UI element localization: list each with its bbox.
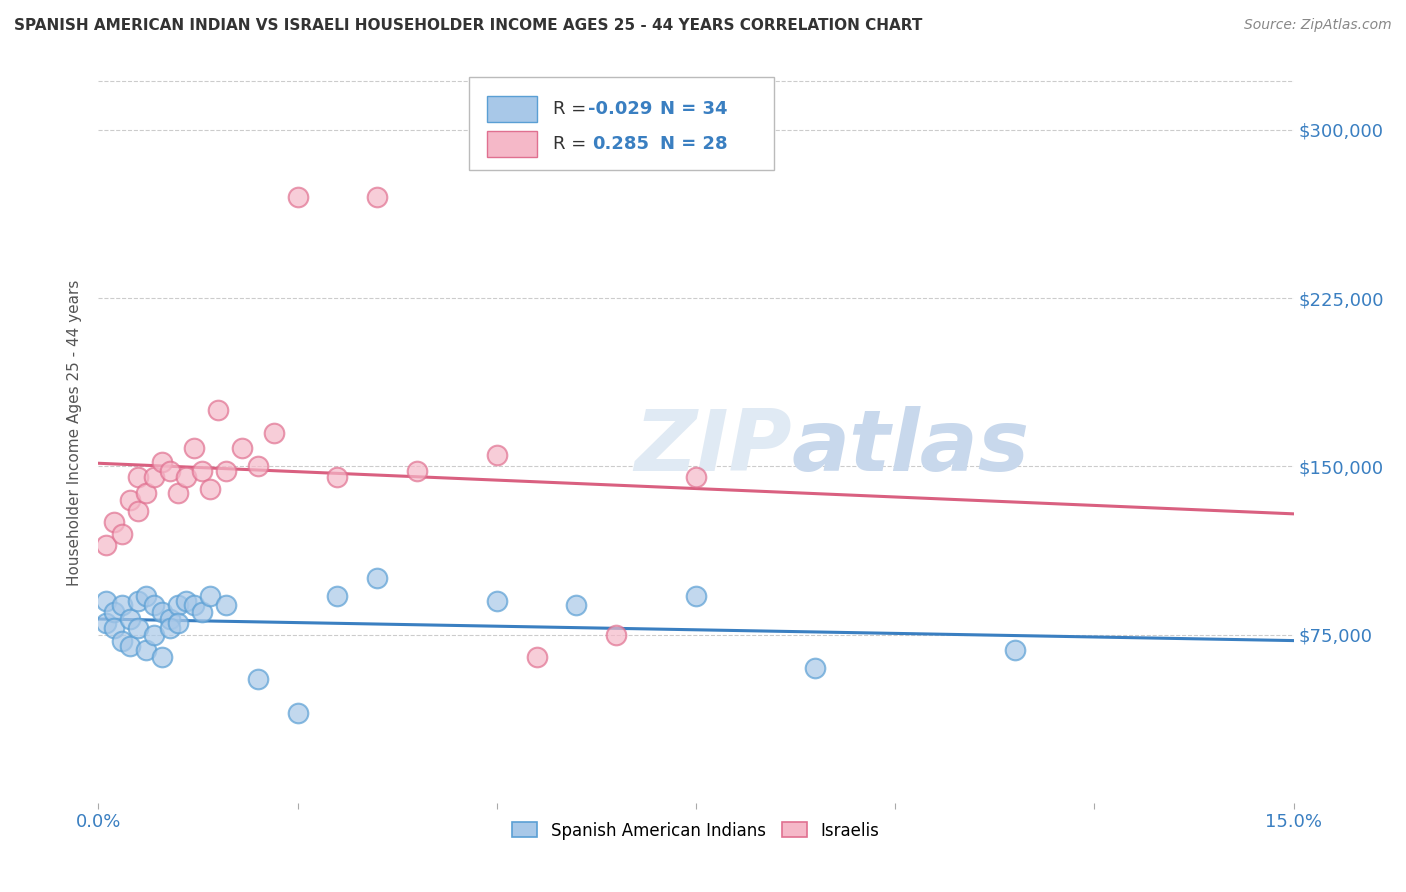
Y-axis label: Householder Income Ages 25 - 44 years: Householder Income Ages 25 - 44 years [67, 279, 83, 586]
Point [1004, 643, 1026, 657]
Point [207, 403, 229, 417]
Point [191, 605, 214, 619]
Point [215, 464, 238, 478]
Point [198, 482, 221, 496]
Point [406, 464, 429, 478]
Point [111, 599, 134, 613]
Point [135, 486, 157, 500]
Point [103, 605, 125, 619]
Text: N = 34: N = 34 [661, 100, 728, 118]
Point [366, 190, 388, 204]
Point [127, 594, 149, 608]
Point [231, 442, 253, 456]
Point [159, 621, 181, 635]
Point [215, 599, 238, 613]
Text: 0.285: 0.285 [592, 135, 650, 153]
Point [96, 616, 118, 631]
Text: Source: ZipAtlas.com: Source: ZipAtlas.com [1244, 18, 1392, 32]
Point [103, 621, 125, 635]
Point [150, 605, 173, 619]
Point [103, 516, 125, 530]
Point [685, 470, 707, 484]
Point [174, 594, 197, 608]
Point [246, 459, 269, 474]
Point [96, 594, 118, 608]
Point [198, 590, 221, 604]
Point [111, 634, 134, 648]
Point [526, 650, 548, 665]
Text: SPANISH AMERICAN INDIAN VS ISRAELI HOUSEHOLDER INCOME AGES 25 - 44 YEARS CORRELA: SPANISH AMERICAN INDIAN VS ISRAELI HOUSE… [14, 18, 922, 33]
Point [135, 590, 157, 604]
Point [159, 464, 181, 478]
Point [605, 627, 627, 641]
Text: R =: R = [553, 135, 592, 153]
Point [127, 621, 149, 635]
Point [685, 590, 707, 604]
Point [135, 643, 157, 657]
Point [120, 492, 142, 507]
Point [246, 673, 269, 687]
Point [287, 706, 309, 720]
Point [167, 486, 190, 500]
Point [174, 470, 197, 484]
Point [143, 470, 166, 484]
Text: N = 28: N = 28 [661, 135, 728, 153]
Point [366, 571, 388, 585]
Point [485, 594, 508, 608]
Point [804, 661, 827, 675]
Point [167, 616, 190, 631]
Point [120, 612, 142, 626]
Point [485, 448, 508, 462]
Point [287, 190, 309, 204]
Point [150, 455, 173, 469]
Point [143, 599, 166, 613]
Point [167, 599, 190, 613]
Text: ZIP: ZIP [634, 406, 792, 489]
Point [127, 504, 149, 518]
Point [120, 639, 142, 653]
Text: atlas: atlas [792, 406, 1029, 489]
Point [127, 470, 149, 484]
Point [111, 526, 134, 541]
Point [263, 425, 285, 440]
Text: R =: R = [553, 100, 592, 118]
Point [183, 599, 205, 613]
Point [143, 627, 166, 641]
Text: -0.029: -0.029 [589, 100, 652, 118]
Point [159, 612, 181, 626]
Point [96, 538, 118, 552]
Point [326, 470, 349, 484]
FancyBboxPatch shape [486, 130, 537, 157]
Point [150, 650, 173, 665]
FancyBboxPatch shape [470, 78, 773, 169]
Point [191, 464, 214, 478]
Point [183, 442, 205, 456]
Legend: Spanish American Indians, Israelis: Spanish American Indians, Israelis [506, 815, 886, 847]
Point [326, 590, 349, 604]
FancyBboxPatch shape [486, 95, 537, 122]
Point [565, 599, 588, 613]
